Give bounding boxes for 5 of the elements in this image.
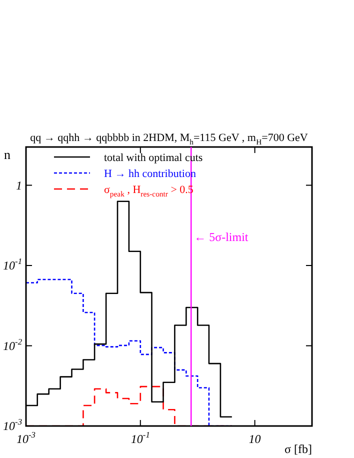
x-tick-label: 10 bbox=[248, 432, 261, 446]
ref-line-label: ← 5σ-limit bbox=[194, 230, 249, 244]
x-axis-title: σ [fb] bbox=[284, 442, 312, 456]
y-axis-title: n bbox=[4, 147, 11, 162]
y-tick-label: 1 bbox=[16, 178, 22, 192]
